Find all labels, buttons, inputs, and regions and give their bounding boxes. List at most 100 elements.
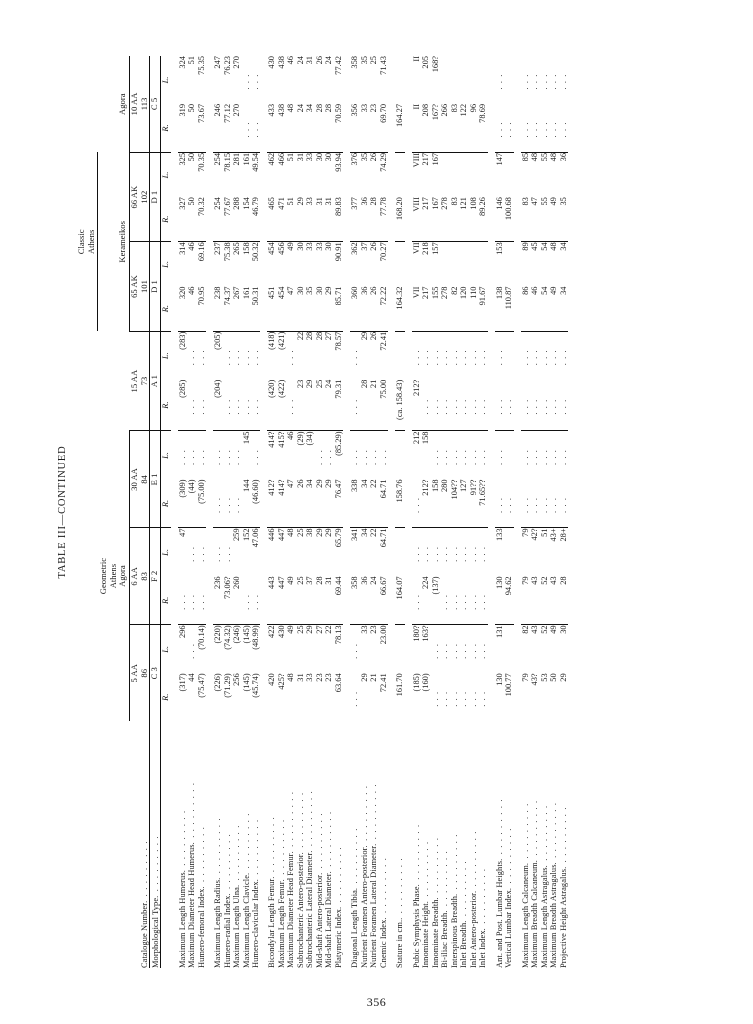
cell-5-7-0: . . .: [477, 690, 487, 707]
side-header-0-right: R.: [160, 693, 170, 701]
cell-2-7-4: 76.47: [333, 479, 343, 528]
cell-4-0-12: 164.27: [394, 103, 405, 153]
cell-1-4-8: 50.31: [250, 286, 260, 332]
table-row: Interspinous Breadth. . . . . . . . . ..…: [449, 56, 459, 968]
row-label-2-0: Bicondylar Length Femur. . . . . . . . .…: [266, 816, 276, 968]
cell-5-3-7: . . .: [439, 349, 449, 366]
cell-4-0-3: [395, 528, 404, 576]
cell-5-1-11: 217: [420, 152, 430, 166]
cell-1-2-0: 256: [231, 673, 241, 686]
cell-2-5-1: 27: [314, 625, 324, 634]
cell-1-4-7: . . .: [250, 349, 260, 366]
row-label-5-3: Bi-iliac Breadth. . . . . . . . . .: [439, 850, 449, 968]
cell-3-1-1: 33: [359, 625, 369, 634]
cell-5-5-4: 127: [458, 479, 469, 528]
cell-5-6-9: [468, 242, 477, 287]
cell-1-3-7: . . .: [241, 349, 251, 366]
cell-7-4-1: 30: [558, 625, 568, 634]
row-label-7-1: Maximum Breadth Calcaneum. . . . . . . .…: [529, 799, 539, 968]
cell-2-2-3: 48: [285, 528, 295, 537]
cell-3-3-1: 23.00: [378, 625, 388, 645]
cell-5-7-8: 91.67: [477, 286, 488, 332]
cell-3-0-6: . . .: [349, 379, 360, 431]
cell-2-3-3: 25: [295, 528, 305, 537]
row-label-5-7: Inlet Index. . . . . . . . . .: [477, 867, 487, 968]
row-label-0-2: Humero-femoral Index. . . . . . . . . .: [196, 825, 206, 968]
table-row: Subtrochanteric Lateral Diameter. . . . …: [304, 56, 315, 968]
cell-2-5-0: 23: [314, 673, 324, 682]
cell-1-1-3: . . .: [222, 545, 232, 562]
cell-2-5-9: 33: [314, 242, 324, 251]
cell-5-2-6: . . .: [430, 379, 440, 431]
cell-0-1-5: . . .: [186, 449, 196, 465]
table-row: Maximum Breadth Calcaneum. . . . . . . .…: [529, 56, 540, 968]
cell-5-4-8: 82: [449, 286, 459, 332]
cell-2-4-1: 29: [304, 625, 314, 634]
supergroup-pad-a: [76, 331, 98, 721]
cell-0-1-6: . . .: [186, 379, 197, 431]
cell-1-4-4: (46.60): [250, 479, 260, 528]
cell-7-2-7: . . .: [539, 349, 549, 366]
cell-6-1-3: [504, 528, 513, 576]
cell-7-3-10: 49: [548, 197, 559, 242]
cell-1-3-2: . . .: [241, 576, 251, 625]
cell-5-5-11: [459, 152, 468, 197]
cell-2-1-8: 454: [276, 286, 286, 332]
cell-5-3-13: [440, 56, 449, 104]
cell-1-1-1: (74.32): [222, 625, 232, 650]
cell-3-0-11: 376: [349, 152, 359, 166]
cell-3-0-12: 356: [349, 103, 360, 153]
cell-2-5-12: 28: [314, 103, 324, 153]
table-row: Bicondylar Length Femur. . . . . . . . .…: [266, 56, 277, 968]
cell-5-3-8: 278: [439, 286, 450, 332]
cell-2-3-10: 29: [295, 197, 305, 242]
cell-1-2-4: . . .: [231, 479, 242, 528]
cell-7-4-9: 34: [558, 242, 568, 251]
block-gap-label-5: [404, 56, 411, 968]
cell-7-0-2: 79: [520, 576, 530, 625]
cell-3-1-13: 35: [359, 56, 369, 65]
cell-1-4-12: . . .: [250, 103, 260, 153]
cell-0-0-3: 47: [177, 528, 187, 537]
row-label-7-2: Maximum Length Astragalus. . . . . . . .…: [539, 804, 549, 968]
cell-1-4-11: 49.54: [250, 152, 260, 172]
cell-5-1-13: 205: [420, 56, 430, 69]
supergroup-label-pad: [76, 721, 98, 968]
block-gap-4: [388, 56, 395, 968]
cell-1-1-10: 77.67: [222, 197, 232, 242]
cell-2-4-6: 29: [304, 379, 315, 431]
cell-7-3-11: 48: [548, 152, 558, 162]
cell-2-2-12: 48: [285, 103, 296, 153]
row-label-5-0: Pubic Symphysis Phase. . . . . . . . . .: [411, 823, 421, 968]
cell-3-3-3: 64.71: [378, 528, 388, 548]
cell-1-4-5: . . .: [250, 449, 260, 465]
cell-6-1-1: [504, 625, 513, 673]
cell-2-3-4: 26: [295, 479, 305, 528]
cell-3-1-4: 34: [359, 479, 369, 528]
cell-5-5-5: . . .: [458, 449, 468, 465]
row-label-5-1: Innominate Height. . . . . . . . . .: [420, 840, 430, 968]
cell-5-2-8: 155: [430, 286, 440, 332]
cell-5-5-10: 121: [458, 197, 469, 242]
cell-2-7-2: 69.44: [333, 576, 343, 625]
cell-7-3-4: . . .: [548, 479, 559, 528]
cell-3-3-2: 66.67: [378, 576, 388, 625]
cell-5-4-9: [449, 242, 458, 287]
cell-6-1-8: 110.87: [503, 286, 514, 332]
cell-5-1-5: 158: [420, 431, 430, 445]
table-row: Nutrient Foramen Antero-posterior. . . .…: [359, 56, 369, 968]
cell-2-7-11: 93.94: [333, 152, 343, 172]
cell-2-0-2: 443: [266, 576, 277, 625]
cell-7-0-10: 83: [520, 197, 530, 242]
cell-5-7-6: . . .: [477, 379, 488, 431]
cell-2-6-12: 28: [323, 103, 334, 153]
cell-2-0-12: 433: [266, 103, 277, 153]
cell-2-3-7: 22: [295, 331, 305, 341]
cell-7-3-5: . . .: [548, 449, 558, 465]
cell-7-3-7: . . .: [548, 349, 558, 366]
side-header-3-left: L.: [160, 352, 170, 360]
cell-5-2-13: 168?: [430, 56, 440, 73]
cell-5-0-10: VIII: [411, 197, 421, 242]
row-label-5-5: Inlet Breadth. . . . . . . . . .: [458, 860, 468, 968]
cell-1-3-5: 145: [241, 431, 251, 445]
